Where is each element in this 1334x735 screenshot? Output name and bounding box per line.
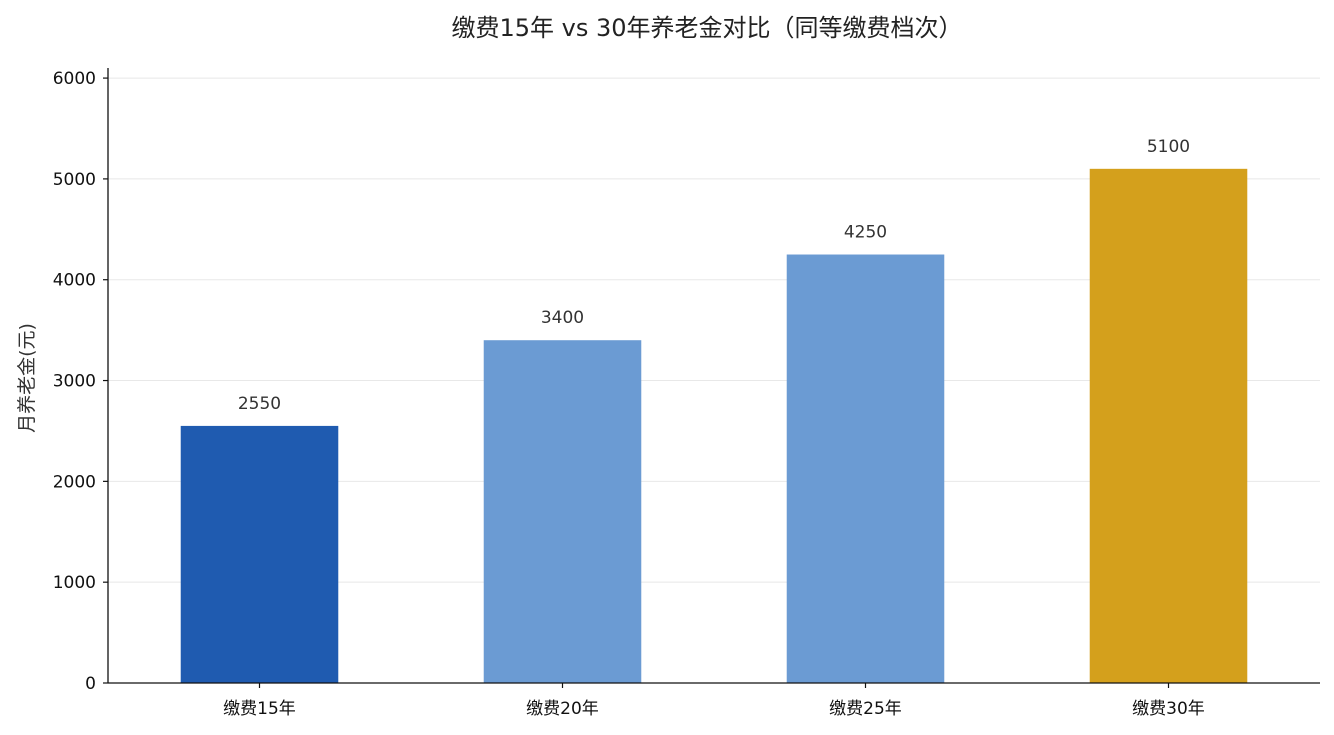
y-tick-label: 6000 <box>53 69 96 89</box>
chart-title: 缴费15年 vs 30年养老金对比（同等缴费档次） <box>451 14 962 42</box>
y-tick-label: 2000 <box>53 472 96 492</box>
x-tick-label: 缴费30年 <box>1132 699 1205 719</box>
x-tick-label: 缴费20年 <box>526 699 599 719</box>
y-tick-label: 0 <box>85 674 96 694</box>
bar <box>1089 168 1248 683</box>
y-tick-label: 3000 <box>53 372 96 392</box>
x-axis-ticks: 缴费15年 缴费20年 缴费25年 缴费30年 <box>223 683 1205 719</box>
x-tick-label: 缴费15年 <box>223 699 296 719</box>
bars <box>180 168 1248 683</box>
y-axis-label: 月养老金(元) <box>16 323 38 433</box>
bar-value-label: 2550 <box>238 394 281 414</box>
bar <box>483 340 642 683</box>
x-tick-label: 缴费25年 <box>829 699 902 719</box>
value-labels: 2550 3400 4250 5100 <box>238 137 1190 414</box>
bar-value-label: 4250 <box>844 223 887 243</box>
bar-value-label: 3400 <box>541 308 584 328</box>
y-axis-ticks: 0 1000 2000 3000 4000 5000 6000 <box>53 69 108 694</box>
bar <box>786 254 945 683</box>
y-tick-label: 5000 <box>53 170 96 190</box>
y-tick-label: 4000 <box>53 271 96 291</box>
bar <box>180 425 339 683</box>
y-tick-label: 1000 <box>53 573 96 593</box>
bar-value-label: 5100 <box>1147 137 1190 157</box>
